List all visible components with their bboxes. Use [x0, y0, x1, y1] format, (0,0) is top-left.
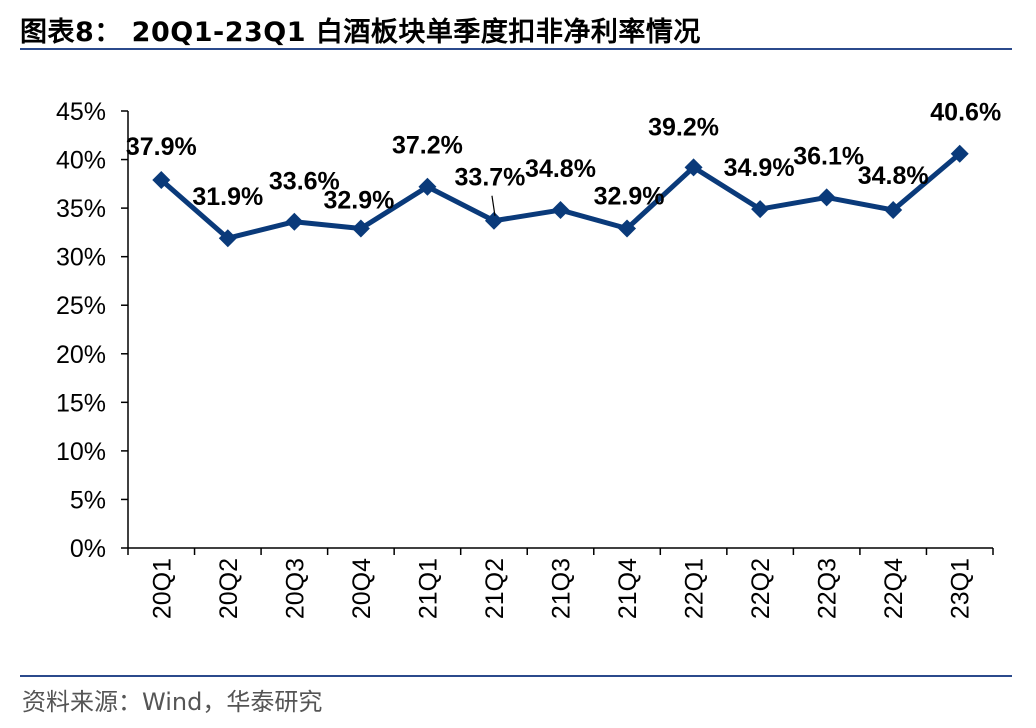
x-axis-ticks: 20Q1 20Q2 20Q3 20Q4 21Q1 21Q2 21Q3 21Q4 22Q1 22Q2…	[127, 548, 994, 619]
data-point-marker	[152, 170, 171, 189]
y-tick-label: 10%	[56, 438, 106, 466]
x-tick-label: 22Q4	[880, 558, 908, 619]
y-tick-label: 30%	[56, 244, 106, 272]
data-label: 36.1%	[793, 142, 864, 170]
x-tick-label: 21Q1	[414, 558, 442, 619]
chart-axes	[127, 111, 993, 549]
y-tick-label: 20%	[56, 341, 106, 369]
data-point-marker	[351, 219, 370, 238]
y-tick-label: 40%	[56, 147, 106, 175]
y-tick-label: 5%	[70, 486, 106, 514]
y-tick-label: 45%	[56, 98, 106, 126]
data-point-marker	[285, 212, 304, 231]
data-label: 34.8%	[525, 155, 596, 183]
source-divider	[20, 675, 1012, 677]
x-tick-label: 20Q2	[215, 558, 243, 619]
x-tick-label: 22Q3	[814, 558, 842, 619]
data-point-marker	[884, 201, 903, 220]
y-tick-label: 0%	[70, 535, 106, 563]
data-label: 34.8%	[858, 162, 929, 190]
data-point-marker	[418, 177, 437, 196]
x-tick-label: 21Q2	[481, 558, 509, 619]
data-label: 32.9%	[594, 183, 665, 211]
series-markers	[152, 144, 969, 248]
data-label: 33.6%	[269, 168, 340, 196]
data-label: 37.2%	[392, 132, 463, 160]
x-tick-label: 20Q1	[148, 558, 176, 619]
data-labels: 37.9%31.9%33.6%32.9%37.2%33.7% 34.8%32.9%…	[126, 99, 1001, 216]
title-divider	[20, 48, 1012, 50]
x-tick-label: 21Q4	[614, 558, 642, 619]
y-tick-label: 25%	[56, 292, 106, 320]
data-label: 39.2%	[648, 113, 719, 141]
x-tick-label: 20Q3	[281, 558, 309, 619]
data-label: 34.9%	[724, 154, 795, 182]
chart-title: 图表8： 20Q1-23Q1 白酒板块单季度扣非净利率情况	[20, 17, 701, 48]
data-label: 40.6%	[930, 99, 1001, 127]
data-point-marker	[218, 229, 237, 248]
x-tick-label: 20Q4	[348, 558, 376, 619]
y-tick-label: 35%	[56, 195, 106, 223]
data-label: 33.7%	[455, 164, 526, 192]
data-point-marker	[751, 200, 770, 219]
data-point-marker	[551, 201, 570, 220]
x-tick-label: 21Q3	[548, 558, 576, 619]
data-label: 31.9%	[192, 183, 263, 211]
data-point-marker	[484, 211, 503, 230]
data-label: 32.9%	[323, 187, 394, 215]
data-point-marker	[684, 158, 703, 177]
y-axis-ticks: 0% 5% 10% 15% 20% 25% 30% 35% 40% 45%	[56, 98, 128, 563]
source-note: 资料来源：Wind，华泰研究	[22, 688, 323, 716]
data-label-leader	[491, 195, 496, 216]
y-tick-label: 15%	[56, 389, 106, 417]
x-tick-label: 22Q1	[681, 558, 709, 619]
data-label: 37.9%	[126, 133, 197, 161]
data-point-marker	[950, 144, 969, 163]
x-tick-label: 23Q1	[947, 558, 975, 619]
x-tick-label: 22Q2	[747, 558, 775, 619]
data-point-marker	[817, 188, 836, 207]
data-point-marker	[618, 219, 637, 238]
